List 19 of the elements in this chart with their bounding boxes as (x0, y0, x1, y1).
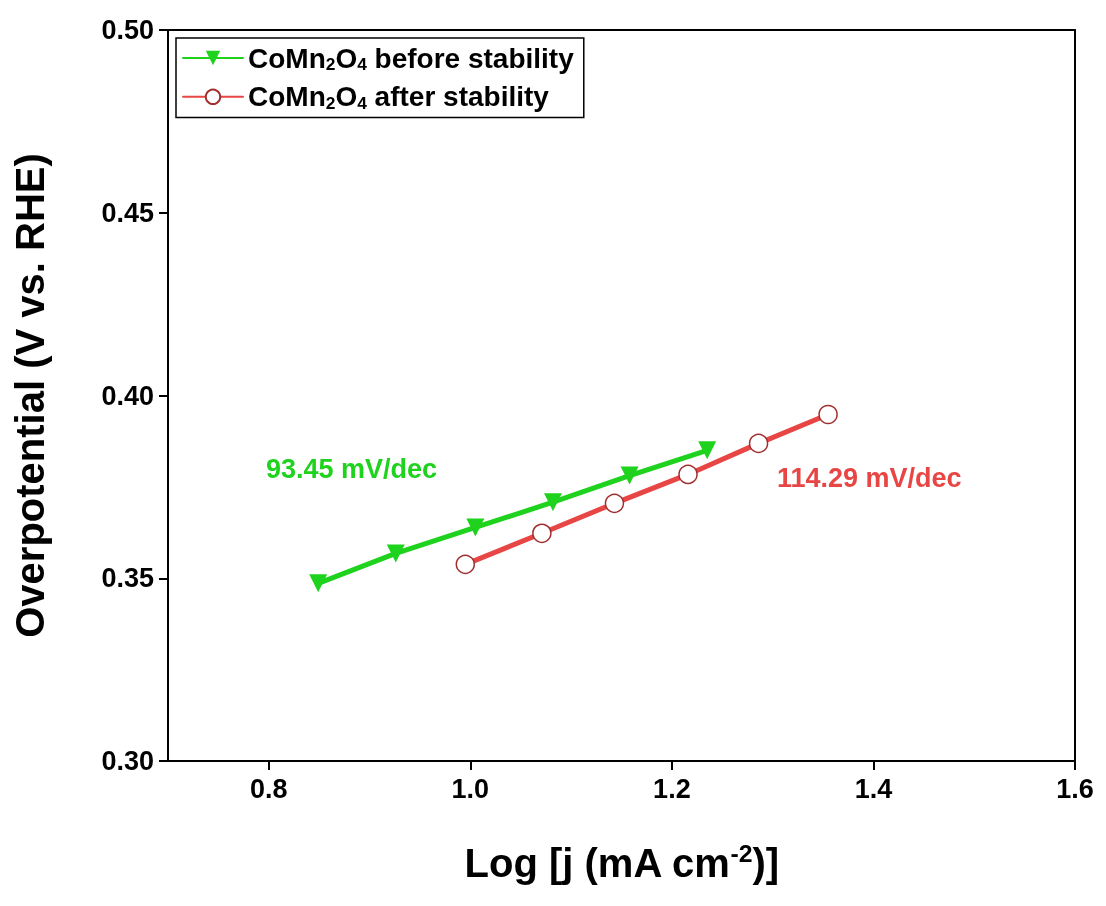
x-tick-label: 1.2 (653, 773, 691, 804)
point (309, 574, 328, 593)
annotation: 93.45 mV/dec (266, 453, 438, 484)
y-tick-label: 0.40 (101, 380, 154, 411)
point (386, 544, 405, 563)
y-axis-title: Overpotential (V vs. RHE) (8, 153, 52, 638)
point (543, 493, 562, 512)
annotation: 114.29 mV/dec (777, 462, 962, 493)
x-tick-label: 0.8 (250, 773, 288, 804)
y-tick-label: 0.35 (101, 563, 154, 594)
x-tick-label: 1.4 (854, 773, 893, 804)
point (698, 441, 717, 460)
y-tick-label: 0.45 (101, 197, 154, 228)
point (620, 466, 639, 485)
y-tick-label: 0.50 (101, 15, 154, 45)
y-tick-label: 0.30 (101, 746, 154, 776)
point (466, 518, 485, 537)
x-tick-label: 1.6 (1056, 773, 1094, 804)
x-tick-label: 1.0 (451, 773, 490, 804)
